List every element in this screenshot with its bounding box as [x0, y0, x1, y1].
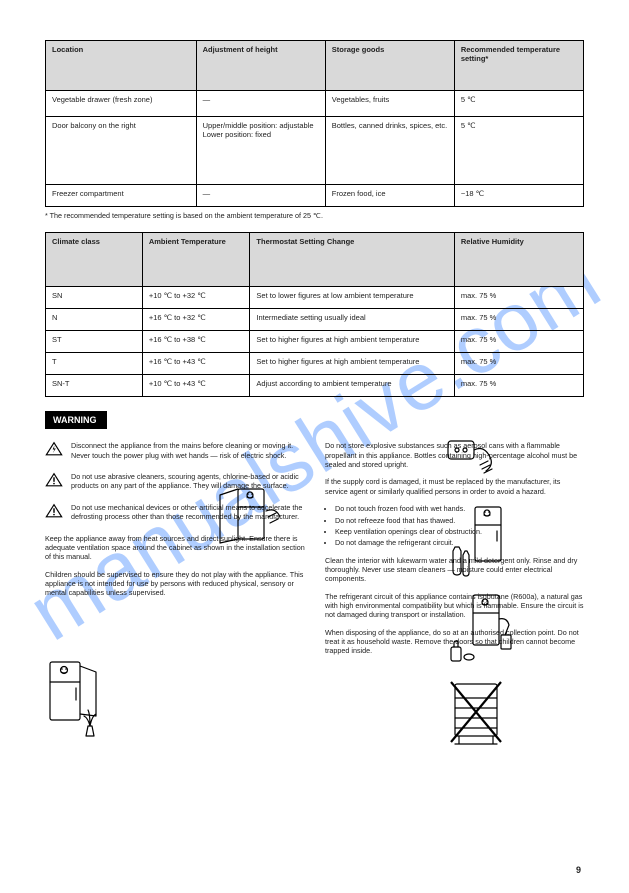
fridge-bottles-icon [445, 501, 515, 581]
t2-cell: +16 ℃ to +38 ℃ [142, 331, 250, 353]
caution-icon [45, 472, 63, 488]
storage-table: Location Adjustment of height Storage go… [45, 40, 584, 207]
t2-cell: +16 ℃ to +32 ℃ [142, 309, 250, 331]
t2-header: Climate class [46, 233, 143, 287]
warning-heading: WARNING [45, 411, 107, 429]
t1-cell: 5 ℃ [454, 117, 583, 185]
t1-cell: 5 ℃ [454, 91, 583, 117]
t2-cell: ST [46, 331, 143, 353]
t2-cell: max. 75 % [454, 287, 583, 309]
plug-icon [440, 435, 500, 485]
table-row: T+16 ℃ to +43 ℃Set to higher figures at … [46, 353, 584, 375]
t2-cell: +16 ℃ to +43 ℃ [142, 353, 250, 375]
t1-header: Recommended temperature setting* [454, 41, 583, 91]
t1-cell: −18 ℃ [454, 185, 583, 207]
table-row: Freezer compartment — Frozen food, ice −… [46, 185, 584, 207]
page-number: 9 [576, 865, 581, 875]
table-row: SN-T+10 ℃ to +43 ℃Adjust according to am… [46, 375, 584, 397]
t2-header: Thermostat Setting Change [250, 233, 454, 287]
t2-cell: Set to higher figures at high ambient te… [250, 331, 454, 353]
t1-cell: Bottles, canned drinks, spices, etc. [325, 117, 454, 185]
t2-cell: Set to higher figures at high ambient te… [250, 353, 454, 375]
table-row: Vegetable drawer (fresh zone) — Vegetabl… [46, 91, 584, 117]
t2-cell: +10 ℃ to +43 ℃ [142, 375, 250, 397]
t1-cell: Upper/middle position: adjustable Lower … [196, 117, 325, 185]
climate-table: Climate class Ambient Temperature Thermo… [45, 232, 584, 397]
t1-cell: Vegetable drawer (fresh zone) [46, 91, 197, 117]
t1-cell: Door balcony on the right [46, 117, 197, 185]
t1-header: Adjustment of height [196, 41, 325, 91]
lower-content: Disconnect the appliance from the mains … [45, 441, 584, 841]
note-text: Disconnect the appliance from the mains … [71, 441, 305, 460]
t2-cell: Adjust according to ambient temperature [250, 375, 454, 397]
fridge-open-icon [210, 481, 285, 553]
t2-cell: T [46, 353, 143, 375]
electric-hazard-icon [45, 441, 63, 457]
dispose-x-icon [445, 676, 510, 751]
t2-cell: SN-T [46, 375, 143, 397]
t2-cell: Set to lower figures at low ambient temp… [250, 287, 454, 309]
fridge-clean-icon [445, 591, 515, 666]
t2-body: SN+10 ℃ to +32 ℃Set to lower figures at … [46, 287, 584, 397]
t2-cell: max. 75 % [454, 353, 583, 375]
fridge-plant-icon [42, 656, 117, 741]
table-row: ST+16 ℃ to +38 ℃Set to higher figures at… [46, 331, 584, 353]
t2-cell: max. 75 % [454, 331, 583, 353]
table-row: SN+10 ℃ to +32 ℃Set to lower figures at … [46, 287, 584, 309]
t1-cell: Frozen food, ice [325, 185, 454, 207]
t2-cell: N [46, 309, 143, 331]
t2-header: Relative Humidity [454, 233, 583, 287]
body-paragraph: Children should be supervised to ensure … [45, 570, 305, 598]
t2-cell: +10 ℃ to +32 ℃ [142, 287, 250, 309]
t1-header: Storage goods [325, 41, 454, 91]
t1-cell: Vegetables, fruits [325, 91, 454, 117]
t1-cell: — [196, 185, 325, 207]
t2-cell: max. 75 % [454, 375, 583, 397]
t1-cell: Freezer compartment [46, 185, 197, 207]
table-row: Door balcony on the right Upper/middle p… [46, 117, 584, 185]
t2-cell: max. 75 % [454, 309, 583, 331]
table-row: N+16 ℃ to +32 ℃Intermediate setting usua… [46, 309, 584, 331]
t2-header: Ambient Temperature [142, 233, 250, 287]
warning-note: Disconnect the appliance from the mains … [45, 441, 305, 460]
t2-cell: SN [46, 287, 143, 309]
t1-header: Location [46, 41, 197, 91]
table1-caption: * The recommended temperature setting is… [45, 211, 584, 220]
t2-cell: Intermediate setting usually ideal [250, 309, 454, 331]
caution-icon [45, 503, 63, 519]
t1-cell: — [196, 91, 325, 117]
